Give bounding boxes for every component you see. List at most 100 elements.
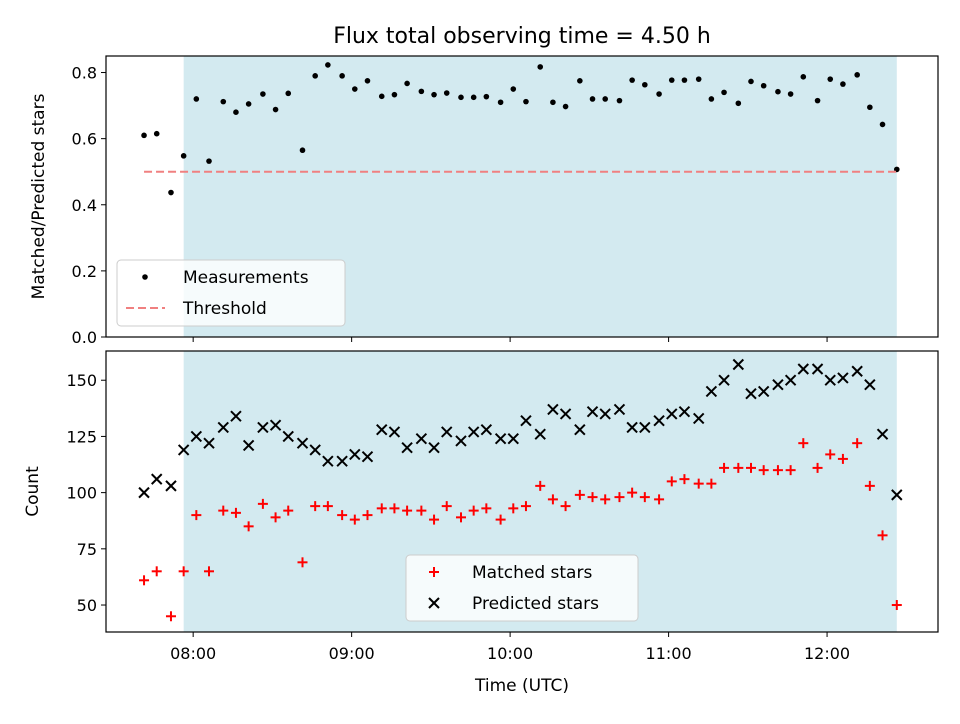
- matched-star-point: [785, 465, 796, 476]
- predicted-star-point: [151, 473, 163, 485]
- top-axes-frame: [105, 55, 939, 338]
- top-legend: Measurements Threshold: [116, 259, 346, 327]
- matched-star-point: [733, 462, 744, 473]
- y-tick-label: 0.2: [72, 262, 97, 281]
- x-tick-label: 12:00: [804, 644, 850, 663]
- predicted-star-point: [864, 379, 876, 391]
- predicted-star-point: [507, 432, 519, 445]
- x-stroke-b: [534, 428, 546, 440]
- legend-label: Measurements: [183, 268, 309, 288]
- predicted-star-point: [322, 455, 334, 467]
- x-stroke-b: [401, 441, 413, 454]
- predicted-star-point: [639, 421, 651, 434]
- predicted-star-point: [230, 410, 242, 422]
- x-stroke-b: [811, 363, 824, 375]
- matched-star-point: [639, 492, 650, 503]
- x-stroke-b: [388, 426, 401, 438]
- measurement-point: [141, 132, 147, 139]
- matched-star-point: [376, 503, 387, 514]
- x-stroke-b: [626, 421, 638, 434]
- bottom-x-ticks: 08:00 09:00 10:00 11:00 12:00: [170, 632, 850, 663]
- measurement-point: [431, 91, 437, 98]
- predicted-star-point: [467, 426, 480, 438]
- matched-star-point: [151, 566, 162, 577]
- x-stroke-b: [349, 448, 361, 461]
- x-stroke-b: [230, 410, 242, 422]
- measurement-point: [827, 76, 834, 82]
- x-stroke-b: [322, 455, 334, 467]
- bottom-y-ticks: 50 75 100 125 150: [66, 371, 106, 615]
- predicted-star-point: [559, 408, 572, 420]
- measurement-point: [854, 72, 860, 78]
- y-tick-label: 50: [77, 596, 97, 615]
- x-stroke-b: [757, 385, 770, 398]
- y-tick-label: 125: [66, 427, 97, 446]
- legend-label: Threshold: [182, 299, 267, 319]
- measurement-point: [735, 100, 742, 107]
- x-stroke-b: [441, 426, 453, 438]
- predicted-star-point: [613, 403, 626, 416]
- measurement-point: [760, 82, 767, 89]
- x-stroke-b: [864, 379, 876, 391]
- predicted-star-point: [257, 421, 269, 434]
- x-stroke-b: [455, 435, 467, 447]
- x-stroke-b: [891, 489, 903, 501]
- predicted-star-point: [165, 480, 177, 492]
- matched-star-point: [614, 492, 625, 503]
- measurement-point: [206, 158, 212, 164]
- measurement-point: [299, 147, 306, 154]
- matched-star-point: [535, 480, 546, 491]
- legend-marker-dot: [142, 274, 148, 280]
- x-stroke-b: [257, 421, 269, 434]
- predicted-star-point: [678, 405, 691, 418]
- x-stroke-b: [428, 441, 440, 454]
- predicted-star-point: [876, 428, 889, 440]
- measurement-point: [602, 96, 608, 102]
- x-tick-label: 10:00: [487, 644, 533, 663]
- measurement-point: [364, 77, 371, 84]
- legend-box: [405, 554, 639, 622]
- matched-star-point: [310, 501, 321, 512]
- matched-star-point: [283, 505, 294, 516]
- matched-star-point: [877, 530, 888, 541]
- measurement-point: [708, 96, 715, 102]
- y-tick-label: 75: [77, 540, 97, 559]
- legend-label: Predicted stars: [472, 594, 599, 614]
- x-tick-label: 11:00: [646, 644, 692, 663]
- x-stroke-b: [559, 408, 572, 420]
- predicted-star-point: [574, 423, 586, 436]
- x-stroke-b: [574, 423, 586, 436]
- predicted-star-point: [732, 358, 745, 371]
- measurement-point: [800, 74, 807, 80]
- y-tick-label: 0.8: [72, 64, 97, 83]
- matched-star-point: [654, 494, 665, 505]
- matched-star-point: [891, 600, 902, 611]
- matched-star-point: [508, 503, 519, 514]
- measurement-point: [339, 73, 345, 79]
- top-plot-marks: [141, 62, 900, 196]
- measurement-point: [153, 130, 160, 137]
- matched-star-point: [455, 512, 466, 523]
- measurement-point: [629, 77, 635, 83]
- measurement-point: [418, 88, 425, 95]
- predicted-star-point: [547, 403, 559, 416]
- x-stroke-b: [732, 358, 745, 371]
- predicted-star-point: [296, 437, 309, 449]
- predicted-star-point: [666, 408, 678, 420]
- x-stroke-b: [851, 365, 863, 377]
- matched-star-point: [837, 453, 848, 464]
- x-stroke-b: [520, 414, 532, 427]
- measurement-point: [193, 96, 200, 102]
- matched-star-point: [165, 611, 176, 622]
- x-stroke-b: [772, 379, 784, 391]
- predicted-star-point: [177, 444, 190, 456]
- matched-star-point: [706, 478, 717, 489]
- y-tick-label: 100: [66, 484, 97, 503]
- measurement-point: [352, 86, 358, 92]
- matched-star-point: [719, 462, 730, 473]
- predicted-star-point: [269, 419, 282, 431]
- x-stroke-b: [613, 403, 626, 416]
- measurement-point: [550, 99, 556, 106]
- matched-star-point: [322, 501, 333, 512]
